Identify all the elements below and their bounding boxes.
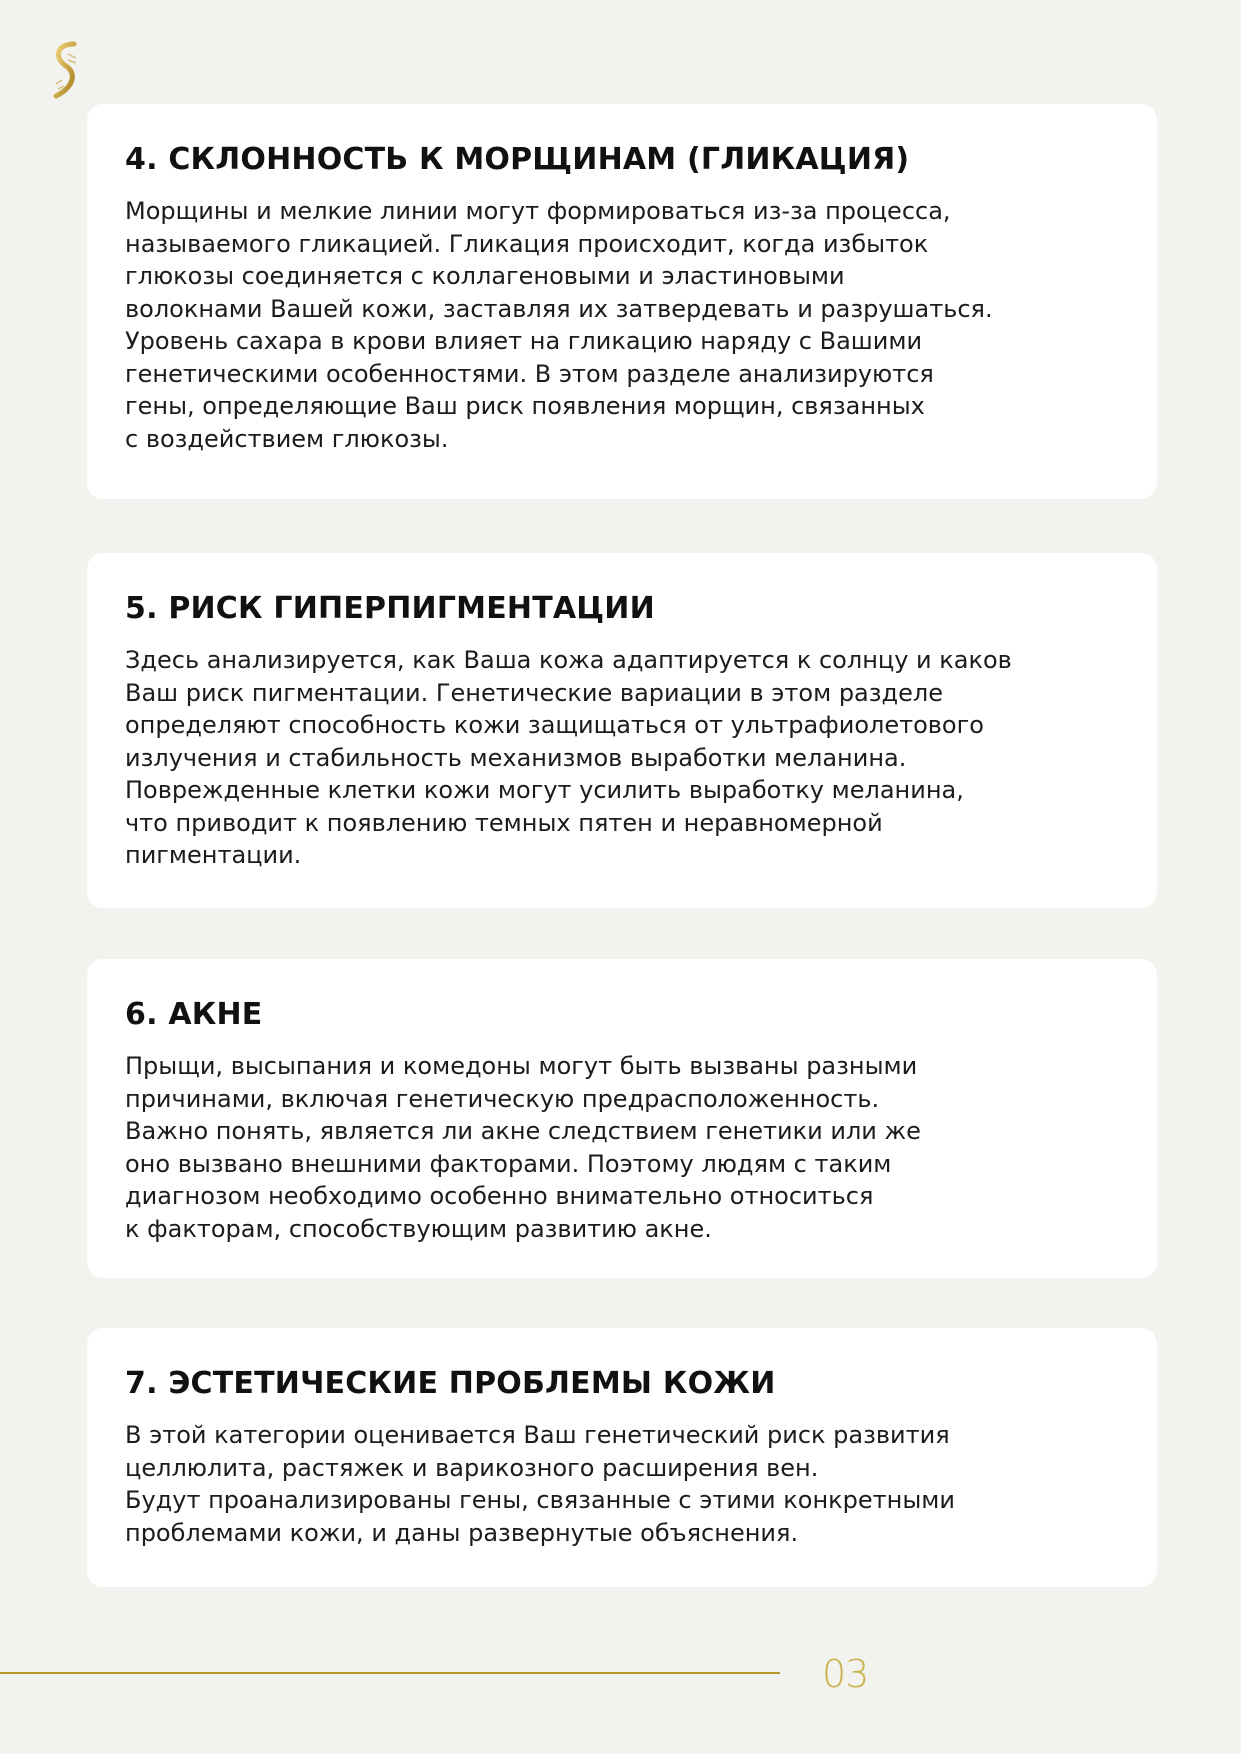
section-card-hyperpigmentation: 5. РИСК ГИПЕРПИГМЕНТАЦИИ Здесь анализиру… (87, 553, 1157, 908)
text-line: определяют способность кожи защищаться о… (125, 711, 984, 739)
text-line: проблемами кожи, и даны развернутые объя… (125, 1518, 799, 1547)
dna-helix-logo-icon (53, 41, 77, 99)
section-card-acne: 6. АКНЕ Прыщи, высыпания и комедоны могу… (87, 959, 1157, 1278)
text-line: излучения и стабильность механизмов выра… (125, 743, 907, 772)
text-line: к факторам, способствующим развитию акне… (125, 1214, 712, 1243)
text-line: пигментации. (125, 841, 302, 869)
text-line: Здесь анализируется, как Ваша кожа адапт… (125, 646, 1012, 674)
section-title: 6. АКНЕ (125, 997, 263, 1032)
text-line: Ваш риск пигментации. Генетические вариа… (125, 678, 943, 707)
text-line: целлюлита, растяжек и варикозного расшир… (125, 1453, 819, 1482)
page-number: 03 (822, 1652, 869, 1696)
text-line: генетическими особенностями. В этом разд… (125, 359, 934, 388)
text-line: Морщины и мелкие линии могут формировать… (125, 197, 951, 225)
text-line: оно вызвано внешними факторами. Поэтому … (125, 1149, 892, 1178)
text-line: Прыщи, высыпания и комедоны могут быть в… (125, 1052, 918, 1080)
text-line: Будут проанализированы гены, связанные с… (125, 1486, 955, 1514)
footer-divider (0, 1672, 780, 1674)
text-line: с воздействием глюкозы. (125, 424, 449, 453)
text-line: называемого гликацией. Гликация происход… (125, 229, 929, 258)
section-body: В этой категории оценивается Ваш генетич… (125, 1419, 1157, 1549)
text-line: Уровень сахара в крови влияет на гликаци… (125, 327, 923, 355)
section-title: 5. РИСК ГИПЕРПИГМЕНТАЦИИ (125, 591, 655, 626)
section-body: Морщины и мелкие линии могут формировать… (125, 195, 1157, 455)
section-title: 7. ЭСТЕТИЧЕСКИЕ ПРОБЛЕМЫ КОЖИ (125, 1366, 776, 1401)
section-title: 4. СКЛОННОСТЬ К МОРЩИНАМ (ГЛИКАЦИЯ) (125, 142, 910, 177)
text-line: В этой категории оценивается Ваш генетич… (125, 1421, 950, 1449)
section-card-glycation: 4. СКЛОННОСТЬ К МОРЩИНАМ (ГЛИКАЦИЯ) Морщ… (87, 104, 1157, 499)
text-line: что приводит к появлению темных пятен и … (125, 808, 883, 837)
text-line: Поврежденные клетки кожи могут усилить в… (125, 776, 964, 804)
text-line: гены, определяющие Ваш риск появления мо… (125, 392, 925, 420)
text-line: Важно понять, является ли акне следствие… (125, 1117, 921, 1145)
text-line: глюкозы соединяется с коллагеновыми и эл… (125, 262, 845, 290)
text-line: диагнозом необходимо особенно внимательн… (125, 1182, 874, 1210)
text-line: причинами, включая генетическую предрасп… (125, 1084, 880, 1113)
section-card-aesthetic-skin-problems: 7. ЭСТЕТИЧЕСКИЕ ПРОБЛЕМЫ КОЖИ В этой кат… (87, 1328, 1157, 1587)
text-line: волокнами Вашей кожи, заставляя их затве… (125, 294, 993, 323)
section-body: Прыщи, высыпания и комедоны могут быть в… (125, 1050, 1157, 1245)
section-body: Здесь анализируется, как Ваша кожа адапт… (125, 644, 1157, 872)
